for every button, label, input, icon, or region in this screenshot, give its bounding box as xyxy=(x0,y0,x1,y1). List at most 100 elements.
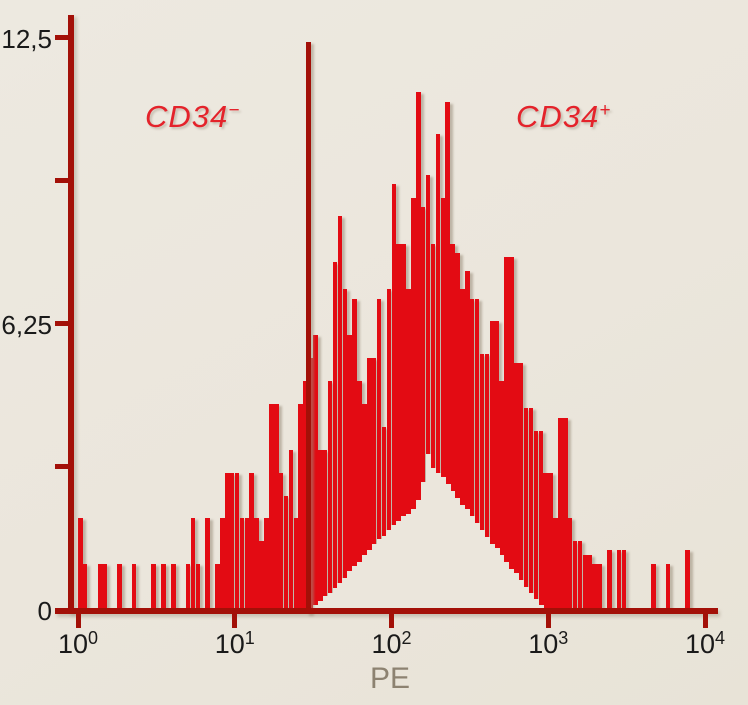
histogram-bar xyxy=(499,381,504,610)
background-staircase-step xyxy=(337,583,343,610)
background-staircase-step xyxy=(430,468,436,610)
cd34-positive-sup: + xyxy=(599,100,612,121)
histogram-bar xyxy=(185,564,191,610)
background-staircase-step xyxy=(415,500,422,610)
background-staircase-step xyxy=(332,588,338,610)
background-staircase-step xyxy=(464,509,471,610)
histogram-bar xyxy=(313,335,318,610)
histogram-bar xyxy=(131,564,137,610)
histogram-bar xyxy=(607,550,612,610)
histogram-bar xyxy=(528,408,534,610)
histogram-bar xyxy=(440,197,446,610)
background-staircase-step xyxy=(376,539,382,610)
histogram-bar xyxy=(224,472,230,610)
histogram-bar xyxy=(558,417,563,610)
histogram-bar xyxy=(396,243,401,610)
x-tick-label: 104 xyxy=(684,628,726,659)
histogram-bar xyxy=(406,289,411,610)
histogram-bar xyxy=(244,518,250,610)
x-axis-tick xyxy=(75,611,81,628)
histogram-bar xyxy=(171,564,176,610)
background-staircase-step xyxy=(459,504,466,610)
background-staircase-step xyxy=(347,571,353,610)
background-staircase-step xyxy=(484,536,490,610)
histogram-bar xyxy=(283,495,289,610)
x-tick-label: 100 xyxy=(57,628,99,659)
histogram-bar xyxy=(239,518,245,610)
x-tick-label: 103 xyxy=(528,628,569,659)
x-axis-tick xyxy=(545,611,551,628)
histogram-bar xyxy=(430,243,436,610)
background-staircase-step xyxy=(538,604,544,610)
histogram-bar xyxy=(259,541,264,610)
background-staircase-step xyxy=(357,561,363,610)
histogram-bar xyxy=(450,243,455,610)
cd34-positive-text: CD34 xyxy=(516,99,600,134)
y-tick-label: 0 xyxy=(37,596,52,626)
histogram-bar xyxy=(494,321,499,610)
histogram-bar xyxy=(563,417,568,610)
background-staircase-step xyxy=(366,550,373,610)
background-staircase-step xyxy=(391,525,397,610)
background-staircase-step xyxy=(406,513,412,610)
histogram-bar xyxy=(543,472,548,610)
background-staircase-step xyxy=(479,529,485,610)
x-axis-title: PE xyxy=(369,662,411,695)
histogram-bar xyxy=(264,518,269,610)
histogram-bar xyxy=(195,564,201,610)
histogram-bar xyxy=(249,472,254,610)
histogram-bar xyxy=(381,426,387,610)
histogram-bar xyxy=(332,261,338,610)
cd34-negative-label: CD34− xyxy=(145,99,240,135)
histogram-bar xyxy=(215,564,220,610)
background-staircase-step xyxy=(317,600,324,610)
cd34-negative-sup: − xyxy=(228,100,241,121)
histogram-bar xyxy=(577,541,583,610)
histogram-bar xyxy=(342,289,348,610)
background-staircase-step xyxy=(445,484,451,610)
background-staircase-step xyxy=(518,580,524,610)
histogram-bar xyxy=(592,564,597,610)
histogram-bar xyxy=(489,321,495,610)
background-staircase-step xyxy=(371,543,378,610)
histogram-bar xyxy=(484,353,490,610)
y-axis-tick xyxy=(55,464,69,470)
histogram-bar xyxy=(587,555,593,610)
background-staircase-step xyxy=(425,454,431,610)
histogram-bar xyxy=(386,289,392,610)
histogram-bar xyxy=(102,564,108,610)
histogram-bar xyxy=(298,403,303,610)
histogram-bar xyxy=(651,564,656,610)
histogram-bar xyxy=(322,449,328,610)
histogram-bar xyxy=(533,431,539,610)
background-staircase-step xyxy=(528,592,534,610)
histogram-bar xyxy=(254,518,259,610)
histogram-bar xyxy=(460,289,465,610)
histogram-bar xyxy=(455,252,460,610)
histogram-bar xyxy=(97,564,103,610)
histogram-bar xyxy=(293,518,299,610)
histogram-bar xyxy=(479,353,485,610)
x-tick-label: 101 xyxy=(214,628,255,659)
histogram-bar xyxy=(523,408,529,610)
background-staircase-step xyxy=(494,548,500,610)
histogram-bar xyxy=(411,197,416,610)
histogram-bar xyxy=(469,298,475,610)
histogram-bar xyxy=(352,298,357,610)
background-staircase-step xyxy=(508,568,515,610)
histogram-bar xyxy=(327,381,333,610)
histogram-bar xyxy=(685,550,691,610)
histogram-bar xyxy=(82,564,88,610)
x-axis-tick xyxy=(232,611,238,628)
histogram-bar xyxy=(347,335,352,610)
histogram-bar xyxy=(504,257,509,610)
histogram-bar xyxy=(117,564,122,610)
background-staircase-step xyxy=(469,516,476,610)
x-axis-line xyxy=(55,608,718,614)
background-staircase-step xyxy=(322,596,329,610)
histogram-bar xyxy=(303,381,308,610)
background-staircase-step xyxy=(435,472,441,610)
cd34-positive-label: CD34+ xyxy=(516,99,611,135)
background-staircase-step xyxy=(312,605,319,610)
